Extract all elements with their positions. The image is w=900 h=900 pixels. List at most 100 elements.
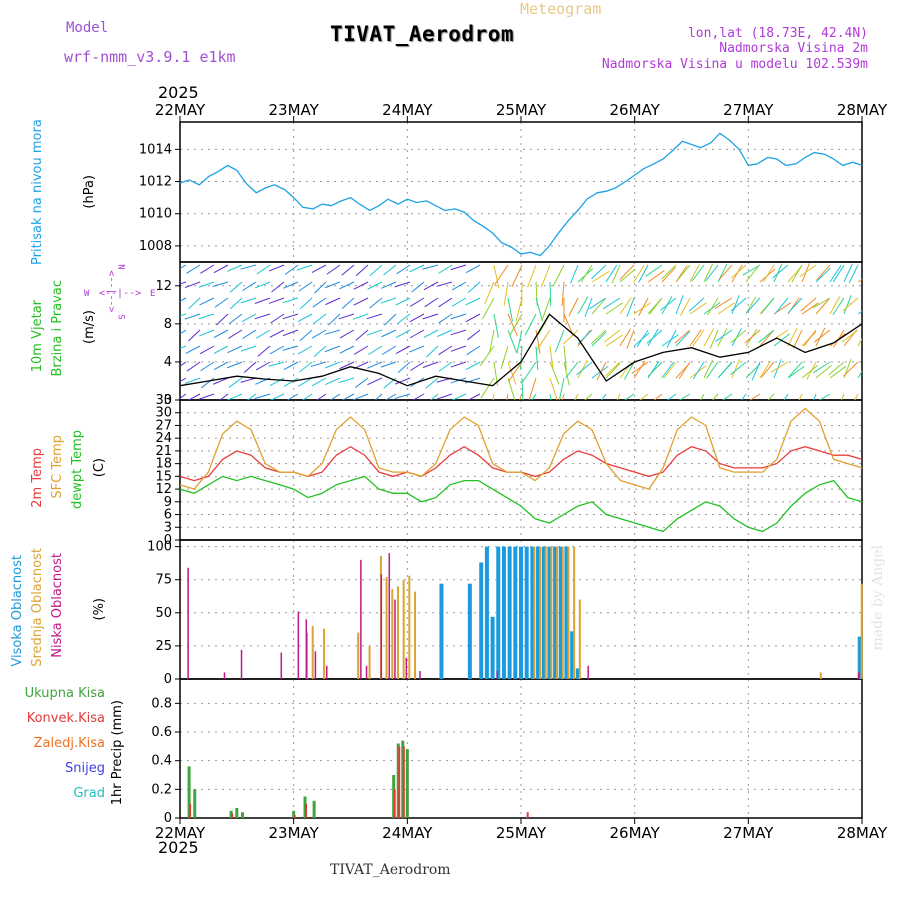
y-tick-label: 0.2 (151, 782, 172, 797)
x-tick-label-bottom: 22MAY (155, 824, 206, 842)
wind-arrow (411, 281, 425, 293)
low-cloud-bar (380, 574, 383, 679)
wind-arrow (354, 345, 369, 355)
wind-arrow (450, 313, 467, 320)
wind-arrow (759, 360, 771, 379)
conv-precip-bar (231, 813, 234, 818)
wind-arrow (647, 360, 660, 379)
wind-arrow (717, 302, 735, 315)
x-tick-label-bottom: 23MAY (269, 824, 320, 842)
wind-arrow (437, 329, 453, 337)
wind-arrow (813, 393, 817, 400)
wind-arrow (228, 329, 243, 339)
wind-arrow (257, 345, 271, 357)
low-cloud-bar (857, 672, 860, 679)
wind-arrow (488, 329, 495, 354)
mid-cloud-bar (860, 583, 863, 679)
wind-arrow (857, 310, 862, 315)
high-cloud-bar (553, 546, 558, 679)
wind-arrow (770, 361, 789, 373)
wind-arrow (311, 377, 327, 387)
wind-arrow (857, 370, 862, 379)
wind-arrow (465, 361, 481, 371)
wind-arrow (676, 264, 691, 281)
wind-arrow (184, 313, 201, 320)
wind-arrow (316, 393, 327, 400)
wind-arrow (749, 393, 761, 400)
wind-arrow (395, 345, 411, 355)
total-precip-bar (187, 766, 191, 818)
wind-arrow (339, 281, 355, 290)
wind-arrow (284, 377, 299, 387)
panel-frame (179, 678, 863, 819)
high-cloud-bar (501, 546, 506, 679)
wind-arrow (760, 297, 775, 314)
high-cloud-bar (541, 546, 546, 679)
wind-arrow (833, 329, 845, 348)
wind-arrow (857, 338, 862, 347)
wind-arrow (367, 361, 383, 369)
mid-cloud-bar (819, 672, 822, 679)
low-cloud-bar (360, 559, 362, 679)
snow-label: Snijeg (65, 761, 105, 776)
y-tick-label: 9 (164, 495, 172, 510)
wind-arrow (422, 361, 439, 368)
y-tick-label: 0.4 (151, 754, 172, 769)
wind-arrow (199, 345, 215, 355)
wind-arrow (800, 297, 817, 312)
y-tick-label: 1012 (139, 175, 172, 190)
wind-arrow (638, 297, 649, 316)
wind-arrow (522, 361, 537, 383)
wind-arrow (577, 296, 589, 315)
wind-arrow (667, 393, 677, 400)
wind-arrow (494, 264, 509, 286)
wind-arrow (745, 265, 759, 283)
wind-arrow (843, 295, 852, 315)
x-tick-label-top: 22MAY (155, 101, 206, 119)
wind-arrow (352, 393, 369, 400)
total-precip-label: Ukupna Kisa (24, 686, 105, 701)
wind-arrow (216, 313, 229, 326)
wind-arrow (507, 329, 518, 353)
wind-arrow (791, 264, 803, 283)
wind-arrow (848, 264, 859, 284)
wind-arrow (857, 278, 862, 283)
wind-arrow (691, 264, 705, 282)
wind-arrow (436, 281, 453, 287)
mid-cloud-bar (561, 546, 564, 679)
y-tick-label: 18 (155, 457, 172, 472)
wind-arrow (519, 393, 523, 400)
wind-arrow (841, 393, 845, 400)
conv-precip-bar (305, 803, 308, 818)
wind-arrow (282, 313, 299, 320)
wind-arrow (540, 264, 551, 288)
wind-arrow (214, 297, 229, 308)
wind-arrow (254, 281, 271, 289)
wind-arrow (653, 393, 663, 400)
wind-arrow (619, 264, 635, 280)
wind-arrow (816, 264, 831, 281)
mid-cloud-bar (357, 632, 360, 679)
wind-arrow (602, 297, 621, 310)
wind-arrow (591, 271, 610, 283)
wind-arrow (661, 266, 676, 283)
wind-arrow (180, 281, 187, 285)
wind-arrow (703, 359, 714, 379)
wind-arrow (436, 393, 453, 400)
wind-arrow (311, 264, 327, 274)
wind-arrow (705, 264, 719, 282)
wind-arrow (438, 345, 453, 356)
wind-arrow (213, 377, 229, 385)
high-cloud-bar (439, 583, 444, 679)
mid-cloud-bar (402, 579, 405, 679)
high-cloud-bar (467, 583, 472, 679)
wind-arrow (355, 329, 369, 341)
wind-arrow (180, 345, 187, 350)
wind-arrow (758, 329, 775, 343)
high-cloud-bar (496, 546, 501, 679)
wind-arrow (841, 329, 859, 343)
total-precip-bar (241, 812, 245, 818)
conv-precip-bar (393, 789, 396, 818)
wind-arrow (689, 264, 700, 283)
wind-arrow (646, 329, 663, 344)
